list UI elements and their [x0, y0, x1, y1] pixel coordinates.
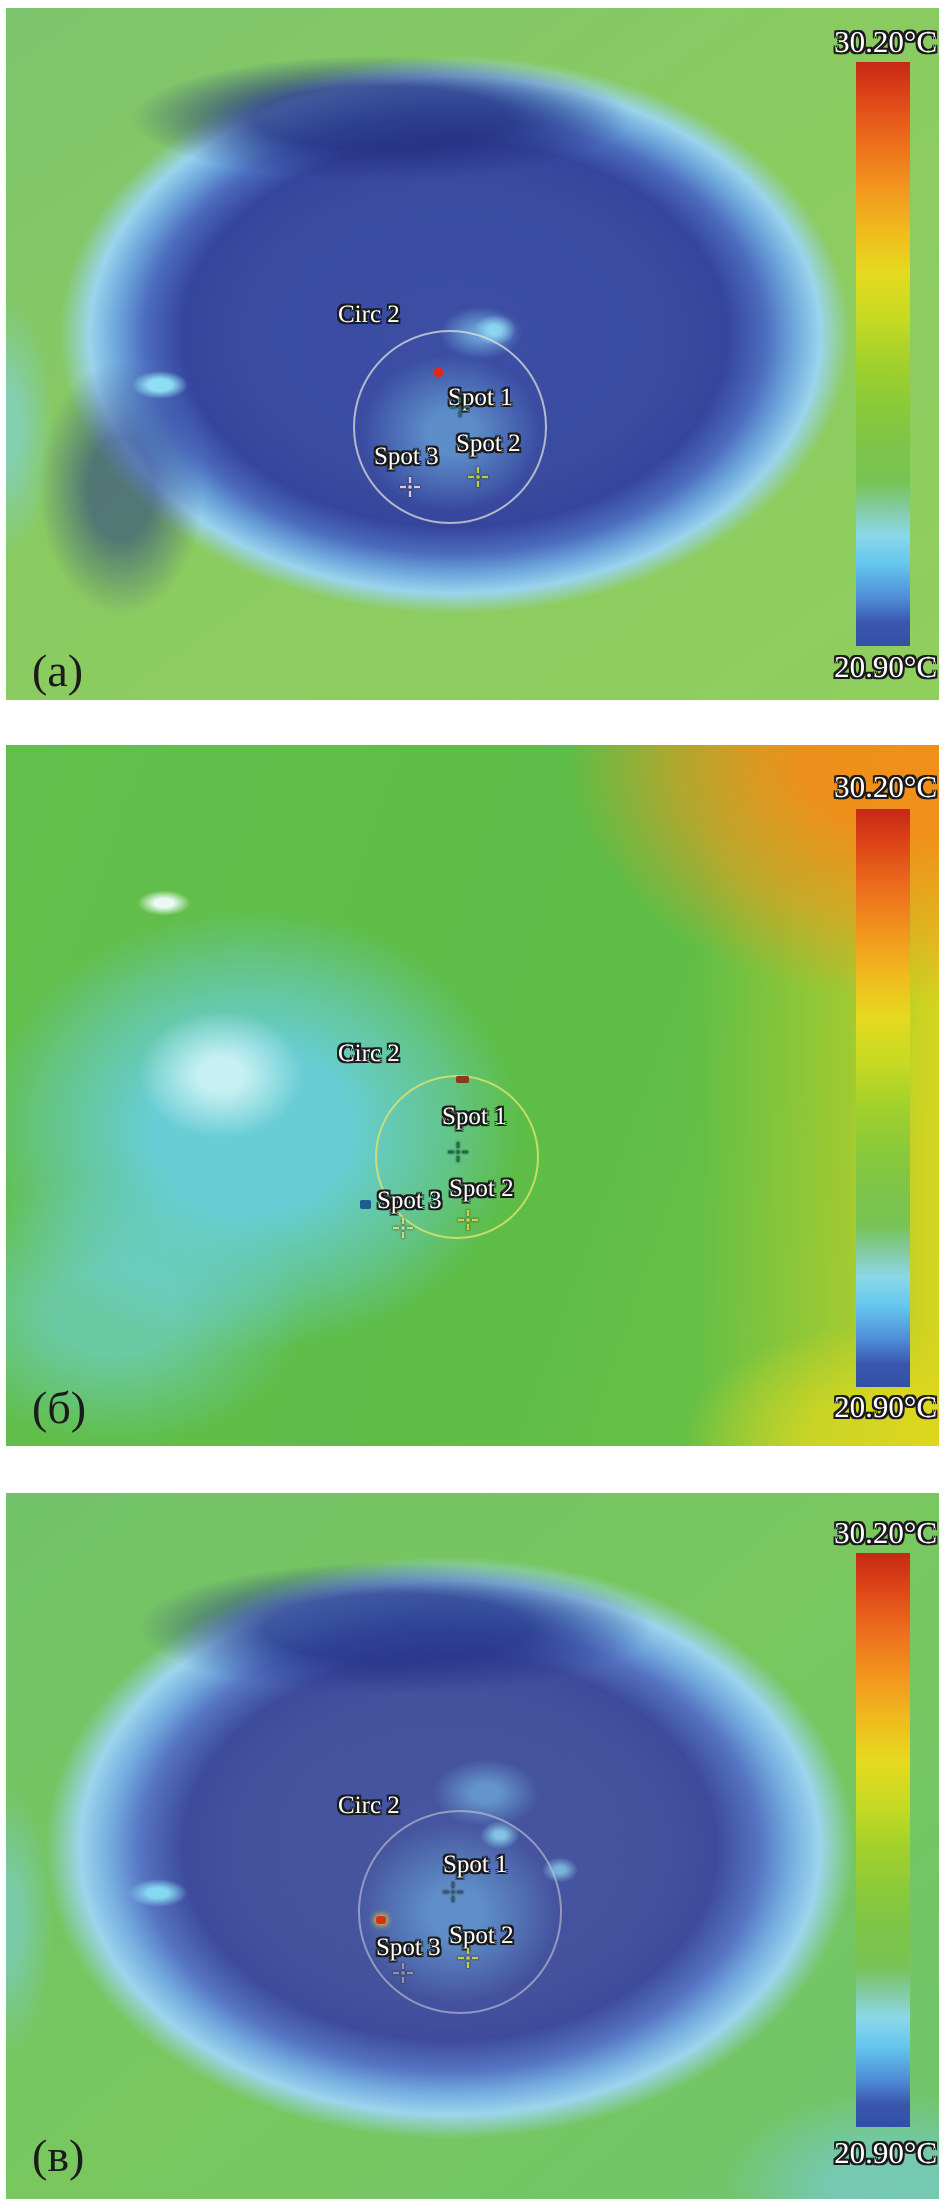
spot3-label: Spot 3: [377, 1187, 442, 1214]
temp-max-label: 30.20°C: [834, 769, 937, 804]
circle-roi: [358, 1810, 562, 2014]
spot1-crosshair-icon: [448, 1142, 468, 1162]
spot1-label: Spot 1: [443, 1851, 508, 1878]
spot3-label: Spot 3: [376, 1934, 441, 1961]
temp-min-label: 20.90°C: [834, 1389, 937, 1424]
temperature-colorbar: [856, 1553, 910, 2127]
spot2-label: Spot 2: [449, 1175, 514, 1202]
temp-max-label: 30.20°C: [834, 1515, 937, 1550]
spot3-crosshair-icon: [393, 1963, 413, 1983]
thermal-panel-v: Circ 2 Spot 1 Spot 2 Spot 3 30.20°C 20: [6, 1493, 939, 2199]
circ2-label: Circ 2: [338, 1040, 400, 1067]
panel-letter-v: (в): [32, 2130, 85, 2181]
temperature-colorbar: [856, 62, 910, 646]
hot-spot-marker: [434, 368, 443, 377]
spot1-crosshair-icon: [450, 397, 470, 417]
spot3-crosshair-icon: [393, 1218, 413, 1238]
circ2-label: Circ 2: [338, 301, 400, 328]
panel-letter-b: (б): [32, 1382, 87, 1433]
spot3-label: Spot 3: [374, 443, 439, 470]
rim-marker: [456, 1076, 469, 1083]
side-marker: [360, 1200, 371, 1209]
spot1-crosshair-icon: [443, 1882, 463, 1902]
spot3-crosshair-icon: [400, 477, 420, 497]
temperature-colorbar: [856, 809, 910, 1387]
hot-spot-marker: [376, 1916, 386, 1924]
temp-max-label: 30.20°C: [834, 24, 937, 59]
temp-min-label: 20.90°C: [834, 2135, 937, 2170]
spot2-crosshair-icon: [458, 1210, 478, 1230]
spot1-label: Spot 1: [442, 1103, 507, 1130]
thermal-panel-a: Circ 2 Spot 1 Spot 2 Spot 3 30.20°C 20: [6, 8, 939, 700]
circ2-label: Circ 2: [338, 1792, 400, 1819]
panel-letter-a: (а): [32, 645, 84, 696]
spot2-label: Spot 2: [449, 1922, 514, 1949]
spot2-crosshair-icon: [458, 1948, 478, 1968]
circle-roi: [353, 330, 547, 524]
spot2-label: Spot 2: [456, 430, 521, 457]
spot2-crosshair-icon: [468, 467, 488, 487]
thermal-panel-b: Circ 2 Spot 1 Spot 2 Spot 3 30.20°C: [6, 745, 939, 1446]
temp-min-label: 20.90°C: [834, 649, 937, 684]
